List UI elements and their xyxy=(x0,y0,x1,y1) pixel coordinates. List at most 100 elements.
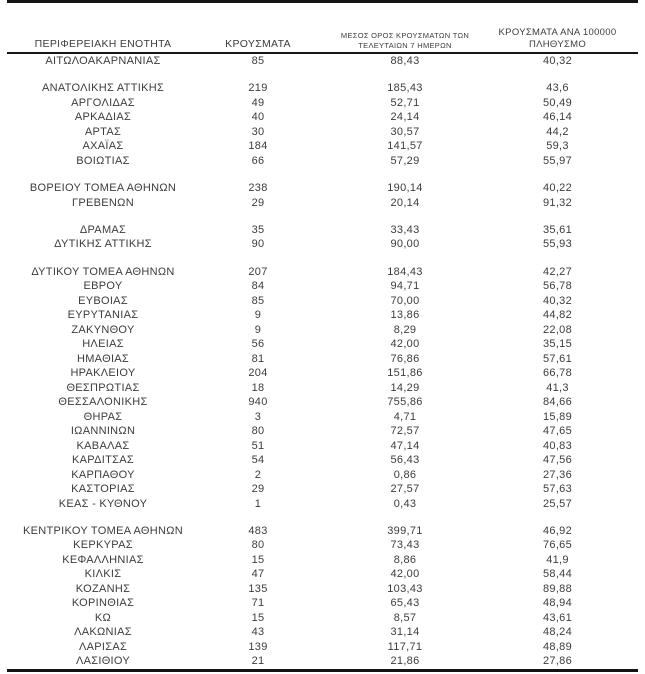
cases-cell: 30 xyxy=(251,125,265,138)
cases-cell: 80 xyxy=(251,425,265,438)
region-cell: ΔΥΤΙΚΗΣ ΑΤΤΙΚΗΣ xyxy=(54,238,152,251)
avg7-cell: 117,71 xyxy=(387,640,423,653)
per100k-cell: 40,32 xyxy=(542,294,573,307)
region-cell: ΚΕΑΣ - ΚΥΘΝΟΥ xyxy=(58,497,148,510)
region-cell: ΒΟΡΕΙΟΥ ΤΟΜΕΑ ΑΘΗΝΩΝ xyxy=(29,182,177,195)
cases-cell: 85 xyxy=(251,55,265,67)
spacer-cell xyxy=(7,511,638,524)
avg7-cell: 20,14 xyxy=(390,196,420,209)
table-row: ΑΡΚΑΔΙΑΣ 40 24,14 46,14 xyxy=(7,110,638,125)
table-row: ΚΑΡΔΙΤΣΑΣ 54 56,43 47,56 xyxy=(7,453,638,468)
avg7-cell: 94,71 xyxy=(390,280,420,293)
per100k-cell: 47,56 xyxy=(542,454,573,467)
region-cell: ΑΡΤΑΣ xyxy=(84,125,122,138)
table-row: ΔΥΤΙΚΟΥ ΤΟΜΕΑ ΑΘΗΝΩΝ 207 184,43 42,27 xyxy=(7,265,638,280)
table-row: ΔΥΤΙΚΗΣ ΑΤΤΙΚΗΣ 90 90,00 55,93 xyxy=(7,237,638,252)
cases-cell: 204 xyxy=(248,367,268,380)
avg7-cell: 8,57 xyxy=(393,611,417,624)
per100k-cell: 15,89 xyxy=(542,410,573,423)
per100k-cell: 56,78 xyxy=(542,280,573,293)
avg7-cell: 70,00 xyxy=(390,294,420,307)
avg7-cell: 14,29 xyxy=(390,381,420,394)
column-header-7day-average: ΜΕΣΟΣ ΟΡΟΣ ΚΡΟΥΣΜΑΤΩΝ ΤΩΝ ΤΕΛΕΥΤΑΙΩΝ 7 Η… xyxy=(317,1,493,54)
per100k-cell: 59,3 xyxy=(546,140,569,153)
table-row: ΛΑΣΙΘΙΟΥ 21 21,86 27,86 xyxy=(7,654,638,670)
per100k-cell: 91,32 xyxy=(542,196,573,209)
cases-cell: 49 xyxy=(251,96,265,109)
avg7-cell: 21,86 xyxy=(390,655,420,668)
spacer-row xyxy=(7,69,638,82)
per100k-cell: 40,83 xyxy=(542,439,573,452)
per100k-cell: 50,49 xyxy=(542,96,573,109)
cases-cell: 84 xyxy=(251,280,265,293)
cases-cell: 9 xyxy=(254,323,262,336)
region-cell: ΒΟΙΩΤΙΑΣ xyxy=(76,154,130,167)
region-cell: ΛΑΚΩΝΙΑΣ xyxy=(74,626,132,639)
avg7-cell: 8,86 xyxy=(393,553,417,566)
table-row: ΕΥΒΟΙΑΣ 85 70,00 40,32 xyxy=(7,294,638,309)
region-cell: ΕΥΡΥΤΑΝΙΑΣ xyxy=(67,309,139,322)
column-header-line: ΤΕΛΕΥΤΑΙΩΝ 7 ΗΜΕΡΩΝ xyxy=(358,40,452,50)
table-row: ΚΟΡΙΝΘΙΑΣ 71 65,43 48,94 xyxy=(7,596,638,611)
table-row: ΑΡΓΟΛΙΔΑΣ 49 52,71 50,49 xyxy=(7,96,638,111)
spacer-row xyxy=(7,511,638,524)
avg7-cell: 73,43 xyxy=(390,539,420,552)
per100k-cell: 22,08 xyxy=(542,323,573,336)
cases-cell: 56 xyxy=(251,338,265,351)
cases-cell: 47 xyxy=(251,568,265,581)
per100k-cell: 35,15 xyxy=(542,338,573,351)
cases-cell: 238 xyxy=(248,182,268,195)
table-row: ΖΑΚΥΝΘΟΥ 9 8,29 22,08 xyxy=(7,323,638,338)
table-row: ΙΩΑΝΝΙΝΩΝ 80 72,57 47,65 xyxy=(7,424,638,439)
table-row: ΘΕΣΣΑΛΟΝΙΚΗΣ 940 755,86 84,66 xyxy=(7,395,638,410)
avg7-cell: 184,43 xyxy=(387,265,423,278)
region-cell: ΕΥΒΟΙΑΣ xyxy=(78,294,128,307)
table-row: ΔΡΑΜΑΣ 35 33,43 35,61 xyxy=(7,223,638,238)
per100k-cell: 57,63 xyxy=(542,483,573,496)
region-cell: ΚΑΡΠΑΘΟΥ xyxy=(71,468,135,481)
region-cell: ΗΛΕΙΑΣ xyxy=(82,338,124,351)
table-body: ΑΙΤΩΛΟΑΚΑΡΝΑΝΙΑΣ 85 88,43 40,32 ΑΝΑΤΟΛΙΚΗΣ Α… xyxy=(7,53,638,670)
avg7-cell: 65,43 xyxy=(390,597,420,610)
column-header-line: ΠΕΡΙΦΕΡΕΙΑΚΗ ΕΝΟΤΗΤΑ xyxy=(34,38,172,50)
spacer-row xyxy=(7,210,638,223)
cases-cell: 29 xyxy=(251,196,265,209)
table-row: ΑΙΤΩΛΟΑΚΑΡΝΑΝΙΑΣ 85 88,43 40,32 xyxy=(7,53,638,69)
region-cell: ΑΝΑΤΟΛΙΚΗΣ ΑΤΤΙΚΗΣ xyxy=(41,82,165,95)
region-cell: ΘΕΣΠΡΩΤΙΑΣ xyxy=(66,381,140,394)
spacer-cell xyxy=(7,210,638,223)
table-row: ΘΕΣΠΡΩΤΙΑΣ 18 14,29 41,3 xyxy=(7,381,638,396)
region-cell: ΚΩ xyxy=(94,611,112,624)
per100k-cell: 48,94 xyxy=(542,597,573,610)
table-row: ΚΕΦΑΛΛΗΝΙΑΣ 15 8,86 41,9 xyxy=(7,553,638,568)
table-row: ΗΜΑΘΙΑΣ 81 76,86 57,61 xyxy=(7,352,638,367)
table-header-row: ΠΕΡΙΦΕΡΕΙΑΚΗ ΕΝΟΤΗΤΑ ΚΡΟΥΣΜΑΤΑ ΜΕΣΟΣ ΟΡΟ… xyxy=(7,1,638,54)
cases-cell: 43 xyxy=(251,626,265,639)
avg7-cell: 399,71 xyxy=(387,524,423,537)
cases-cell: 2 xyxy=(254,468,262,481)
regional-cases-report-page: ΠΕΡΙΦΕΡΕΙΑΚΗ ΕΝΟΤΗΤΑ ΚΡΟΥΣΜΑΤΑ ΜΕΣΟΣ ΟΡΟ… xyxy=(7,0,638,672)
region-cell: ΘΗΡΑΣ xyxy=(83,410,123,423)
cases-cell: 29 xyxy=(251,483,265,496)
cases-cell: 85 xyxy=(251,294,265,307)
region-cell: ΚΕΝΤΡΙΚΟΥ ΤΟΜΕΑ ΑΘΗΝΩΝ xyxy=(23,524,183,537)
per100k-cell: 27,86 xyxy=(542,655,573,668)
table-row: ΗΡΑΚΛΕΙΟΥ 204 151,86 66,78 xyxy=(7,366,638,381)
region-cell: ΑΡΓΟΛΙΔΑΣ xyxy=(71,96,135,109)
table-row: ΚΑΒΑΛΑΣ 51 47,14 40,83 xyxy=(7,439,638,454)
region-cell: ΑΙΤΩΛΟΑΚΑΡΝΑΝΙΑΣ xyxy=(45,55,161,67)
cases-cell: 51 xyxy=(251,439,265,452)
table-row: ΛΑΡΙΣΑΣ 139 117,71 48,89 xyxy=(7,640,638,655)
column-header-cases: ΚΡΟΥΣΜΑΤΑ xyxy=(199,1,317,54)
region-cell: ΚΟΡΙΝΘΙΑΣ xyxy=(71,597,135,610)
avg7-cell: 13,86 xyxy=(390,309,420,322)
per100k-cell: 41,9 xyxy=(546,553,569,566)
cases-cell: 139 xyxy=(248,640,268,653)
region-cell: ΓΡΕΒΕΝΩΝ xyxy=(72,196,134,209)
table-row: ΑΡΤΑΣ 30 30,57 44,2 xyxy=(7,125,638,140)
region-cell: ΚΑΡΔΙΤΣΑΣ xyxy=(72,454,134,467)
region-cell: ΚΙΛΚΙΣ xyxy=(84,568,122,581)
avg7-cell: 151,86 xyxy=(387,367,423,380)
region-cell: ΚΑΒΑΛΑΣ xyxy=(76,439,130,452)
per100k-cell: 46,14 xyxy=(542,111,573,124)
